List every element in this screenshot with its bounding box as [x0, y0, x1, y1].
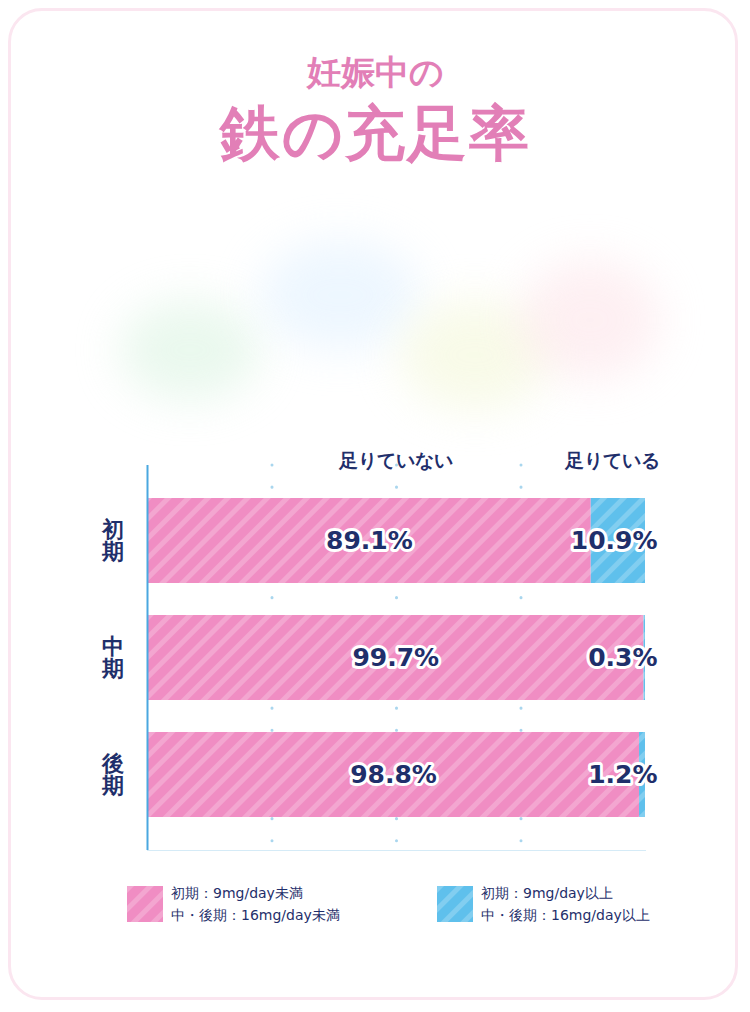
svg-text:1.2%: 1.2%	[588, 760, 657, 789]
html-text:妊娠中の: 妊娠中の	[306, 52, 444, 92]
html-text:中・後期：16mg/day未満: 中・後期：16mg/day未満	[171, 907, 340, 923]
html-text:中・後期：16mg/day以上: 中・後期：16mg/day以上	[481, 907, 650, 923]
html-text:足りている: 足りている	[564, 449, 660, 471]
svg-text:中期: 中期	[101, 634, 124, 681]
svg-text:89.1%: 89.1%	[326, 526, 413, 555]
html-text:鉄の充足率: 鉄の充足率	[219, 98, 531, 168]
svg-text:初期: 初期	[101, 517, 124, 564]
html-text:初期：9mg/day未満: 初期：9mg/day未満	[171, 885, 303, 901]
svg-text:後期: 後期	[101, 751, 124, 798]
svg-text:10.9%: 10.9%	[571, 526, 658, 555]
svg-text:98.8%: 98.8%	[350, 760, 437, 789]
html-text:足りていない: 足りていない	[339, 449, 453, 471]
svg-text:0.3%: 0.3%	[588, 643, 657, 672]
svg-text:99.7%: 99.7%	[352, 643, 439, 672]
html-text:初期：9mg/day以上: 初期：9mg/day以上	[481, 885, 613, 901]
